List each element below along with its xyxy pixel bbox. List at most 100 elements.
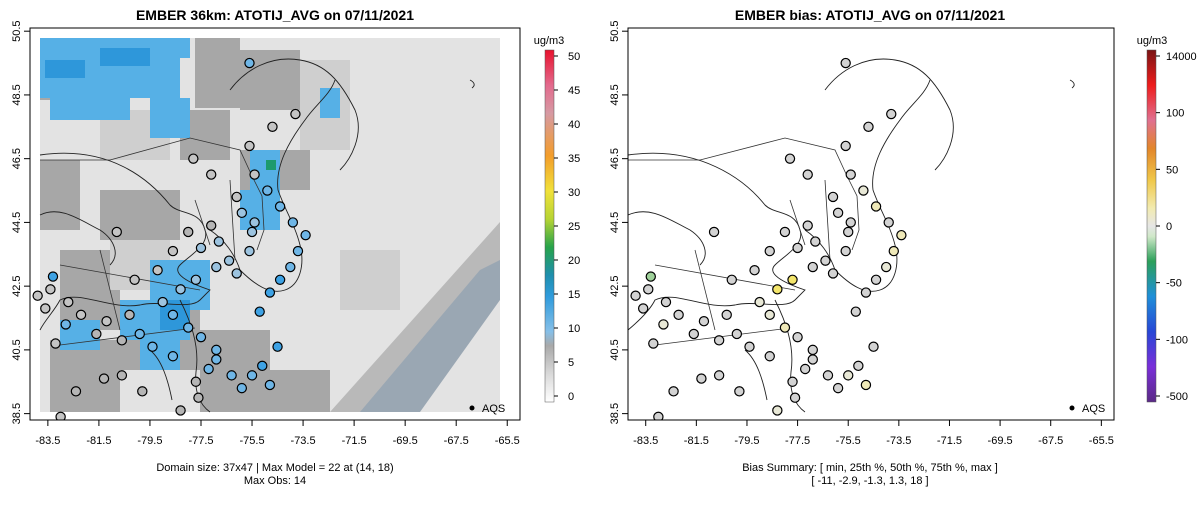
aqs-site-marker [257,360,268,372]
aqs-site-marker [267,121,278,132]
aqs-site-marker [843,226,854,238]
aqs-site-marker [886,108,897,120]
offshore-plume [330,222,500,412]
aqs-site-marker [802,169,813,180]
aqs-site-marker [183,226,194,238]
aqs-site-marker [698,316,710,327]
aqs-site-marker [880,261,892,273]
aqs-site-marker [845,217,856,228]
aqs-site-marker [167,351,179,362]
right-colorbar-label: -100 [1166,334,1188,346]
y-tick-label: 50.5 [11,20,23,41]
aqs-site-marker [60,319,71,330]
aqs-site-marker [264,379,276,391]
aqs-site-marker [731,328,743,340]
x-tick-label: -71.5 [937,435,962,447]
right-colorbar-unit: ug/m3 [1137,35,1168,47]
aqs-site-marker [190,376,202,387]
aqs-site-marker [860,379,872,391]
aqs-site-marker [637,303,649,314]
x-tick-label: -79.5 [734,435,759,447]
right-coastlines [628,58,1075,413]
y-tick-label: 46.5 [11,148,23,169]
aqs-site-marker [708,226,720,238]
aqs-site-marker [807,354,818,365]
aqs-site-marker [223,255,235,266]
aqs-site-marker [274,274,286,285]
right-plot-frame [627,27,1115,421]
aqs-site-marker [840,57,851,69]
aqs-site-marker [784,153,796,164]
left-colorbar-label: 20 [568,255,580,267]
left-colorbar-unit: ug/m3 [534,35,565,47]
right-colorbar-label: 50 [1166,164,1178,176]
aqs-site-marker [246,370,258,381]
left-plot-frame [29,27,521,421]
aqs-site-marker [45,284,56,295]
aqs-site-marker [645,271,656,282]
y-tick-label: 40.5 [11,339,23,360]
aqs-site-marker [888,245,899,257]
aqs-site-marker [868,341,879,352]
y-tick-label: 44.5 [609,212,621,233]
aqs-site-marker [789,392,801,403]
aqs-site-marker [754,296,765,308]
aqs-site-marker [211,344,222,356]
aqs-site-marker [660,296,672,308]
x-tick-label: -73.5 [291,435,316,447]
y-tick-label: 40.5 [609,339,621,360]
aqs-site-marker [827,191,839,203]
aqs-site-marker [843,370,854,381]
aqs-site-marker [116,335,128,346]
aqs-site-marker [254,306,265,317]
aqs-site-marker [822,370,834,381]
aqs-site-marker [272,341,283,352]
x-tick-label: -65.5 [495,435,520,447]
x-tick-label: -75.5 [239,435,264,447]
y-tick-label: 38.5 [609,403,621,424]
aqs-site-marker [787,376,798,387]
y-tick-label: 50.5 [609,20,621,41]
aqs-site-marker [244,245,255,257]
left-caption-line1: Domain size: 37x47 | Max Model = 22 at (… [156,462,393,474]
aqs-site-marker [285,261,296,273]
x-tick-label: -77.5 [785,435,810,447]
aqs-site-marker [832,382,844,394]
x-tick-label: -69.5 [393,435,418,447]
aqs-site-marker [262,185,273,196]
aqs-site-marker [152,265,163,276]
left-colorbar-label: 30 [568,187,580,199]
aqs-site-marker [764,309,775,321]
right-colorbar-label: -50 [1166,278,1182,290]
aqs-site-marker [98,373,110,384]
aqs-site-marker [111,226,122,238]
aqs-site-marker [134,328,145,340]
left-colorbar-ticks: 0 5 10 15 20 25 30 35 40 45 50 [554,51,580,403]
aqs-site-marker [863,121,874,132]
aqs-site-marker [673,309,684,321]
left-y-axis: 38.5 40.5 42.5 44.5 46.5 48.5 50.5 [11,20,30,424]
right-panel: EMBER bias: ATOTIJ_AVG on 07/11/2021 [609,7,1197,487]
aqs-site-marker [246,226,258,238]
y-tick-label: 48.5 [11,84,23,105]
aqs-site-marker [792,331,803,343]
aqs-site-marker [236,382,248,394]
left-colorbar-label: 5 [568,357,574,369]
aqs-site-marker [70,386,82,397]
aqs-site-marker [688,328,700,340]
right-colorbar-label: 100 [1166,108,1184,120]
x-tick-label: -67.5 [1038,435,1063,447]
left-legend-label: AQS [482,403,505,415]
left-legend-dot [469,405,475,411]
aqs-site-marker [116,370,128,381]
aqs-site-marker [713,335,725,346]
aqs-site-marker [211,354,222,365]
right-colorbar [1146,49,1157,403]
aqs-site-marker [668,386,679,397]
aqs-site-marker [779,226,791,238]
aqs-site-marker [264,287,276,298]
offshore-plume-core [360,260,500,412]
aqs-site-marker [658,319,669,330]
right-colorbar-label: 0 [1166,221,1172,233]
